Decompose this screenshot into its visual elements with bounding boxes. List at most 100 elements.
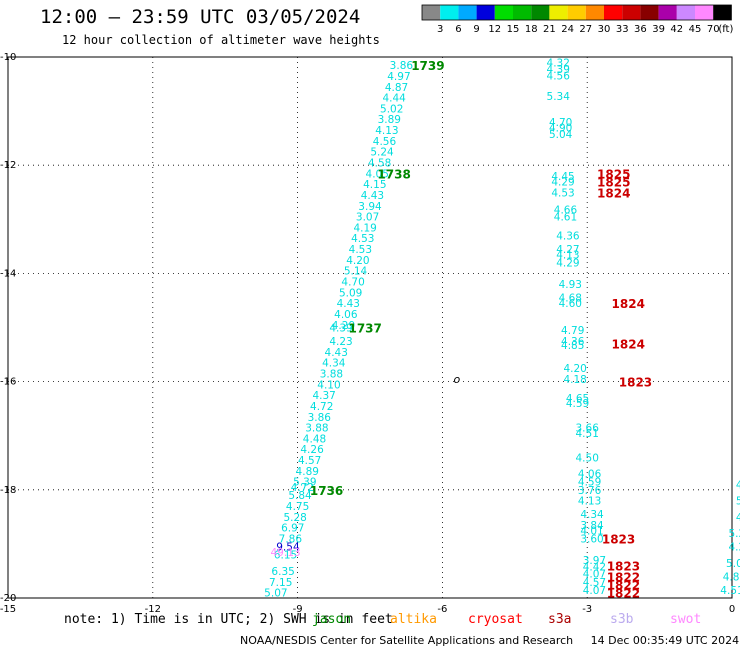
- wave-height-label: 4.51: [720, 585, 740, 597]
- wave-height-label: 5.04: [549, 129, 573, 141]
- lon-tick-label: -9: [293, 604, 303, 615]
- legend-swatch: [676, 5, 695, 20]
- wave-height-label: 4.05: [366, 168, 389, 180]
- wave-height-label: 4.72: [310, 401, 333, 413]
- wave-height-label: 3.89: [378, 114, 401, 126]
- lat-tick-label: -14: [0, 268, 16, 279]
- legend-swatch: [531, 5, 550, 20]
- wave-height-label: 5.84: [288, 490, 312, 502]
- wave-height-label: 4.18: [563, 374, 586, 386]
- satellite-legend-item: jason: [312, 612, 352, 627]
- wave-height-label: 4.75: [286, 501, 309, 513]
- legend-tick-label: 12: [488, 24, 501, 35]
- wave-height-label: 4.29: [551, 176, 574, 188]
- wave-height-label: 5: [736, 496, 740, 508]
- legend-swatch: [549, 5, 568, 20]
- legend-swatch: [713, 5, 732, 20]
- legend-swatch: [567, 5, 586, 20]
- wave-height-label: 4.29: [332, 320, 355, 332]
- legend-tick-label: 3: [437, 24, 443, 35]
- satellite-legend-item: s3b: [610, 612, 634, 627]
- wave-height-label: 3.88: [320, 368, 343, 380]
- pass-time-label: 1824: [612, 338, 645, 352]
- wave-height-label: 4.97: [387, 71, 410, 83]
- legend-swatch: [622, 5, 641, 20]
- wave-height-label: 4.07: [583, 569, 606, 581]
- lon-tick-label: -12: [145, 604, 161, 615]
- wave-height-label: 3.76: [578, 485, 602, 497]
- wave-height-label: 4.53: [351, 233, 374, 245]
- legend-tick-label: 39: [652, 24, 665, 35]
- wave-height-label: 4.89: [296, 466, 319, 478]
- wave-height-label: 4.87: [385, 82, 408, 94]
- legend-tick-label: 42: [670, 24, 683, 35]
- lat-tick-label: -20: [0, 593, 16, 604]
- wave-height-label: 6.35: [271, 566, 294, 578]
- lat-tick-label: -12: [0, 160, 16, 171]
- legend-swatch: [640, 5, 659, 20]
- wave-height-label: 4.27: [556, 244, 579, 256]
- legend-tick-label: 45: [689, 24, 702, 35]
- legend-frame: [421, 4, 732, 21]
- legend-tick-label: 15: [507, 24, 520, 35]
- wave-height-label: 4.13: [556, 249, 579, 261]
- wave-height-label: 4.85: [561, 340, 584, 352]
- wave-height-label: 4.06: [578, 469, 602, 481]
- island-marker: o: [454, 373, 461, 386]
- wave-height-label: 4.53: [349, 244, 372, 256]
- credit-line: NOAA/NESDIS Center for Satellite Applica…: [240, 634, 739, 647]
- pass-time-label: 1823: [619, 376, 652, 390]
- satellite-legend-item: swot: [670, 612, 702, 627]
- legend-tick-label: 27: [579, 24, 592, 35]
- legend-swatch: [440, 5, 459, 20]
- pass-time-label: 1823: [607, 560, 640, 574]
- wave-height-label: 4.43: [361, 190, 384, 202]
- wave-height-label: 4.2: [728, 542, 740, 554]
- wave-height-label: 5.34: [547, 91, 571, 103]
- legend-swatch: [494, 5, 513, 20]
- wave-height-label: 4.19: [353, 222, 376, 234]
- wave-height-label: 4.15: [363, 179, 386, 191]
- wave-height-label: 5.24: [370, 147, 394, 159]
- legend-tick-label: 70: [707, 24, 720, 35]
- pass-time-label: 1824: [597, 186, 630, 200]
- wave-height-label: 4.72: [291, 482, 314, 494]
- legend-swatch: [585, 5, 604, 20]
- wave-height-label: 9.54: [276, 542, 300, 554]
- wave-height-label: 4.36: [556, 231, 580, 243]
- wave-height-label: 5.28: [283, 512, 306, 524]
- wave-height-label: 4.36: [561, 336, 585, 348]
- page-subtitle: 12 hour collection of altimeter wave hei…: [62, 33, 380, 47]
- wave-height-label: 5.14: [344, 266, 368, 278]
- wave-height-label: 4.10: [317, 379, 340, 391]
- wave-height-label: 7.86: [279, 533, 303, 545]
- wave-height-label: 4.50: [576, 452, 599, 464]
- wave-height-label: 5.39: [293, 477, 316, 489]
- wave-height-label: 5.2: [728, 528, 740, 540]
- legend-tick-label: 21: [543, 24, 556, 35]
- lon-tick-label: -15: [0, 604, 16, 615]
- pass-time-label: 1822: [607, 578, 640, 592]
- wave-height-label: 4.44: [382, 93, 406, 105]
- wave-height-label: 4.39: [329, 323, 352, 335]
- wave-height-label: 49.13: [271, 547, 301, 559]
- wave-height-label: 3.86: [308, 412, 332, 424]
- wave-height-label: 4.58: [368, 157, 391, 169]
- wave-height-label: 3.97: [583, 555, 606, 567]
- wave-height-label: 4.01: [580, 525, 603, 537]
- wave-height-label: 3.07: [356, 212, 379, 224]
- wave-height-label: 3.94: [358, 201, 382, 213]
- wave-height-label: 5.09: [339, 287, 362, 299]
- wave-height-label: 4.43: [337, 298, 360, 310]
- legend-unit: (ft): [718, 24, 733, 35]
- pass-time-label: 1822: [607, 587, 640, 601]
- wave-height-label: 4.79: [561, 325, 584, 337]
- wave-height-label: 5.02: [380, 103, 403, 115]
- pass-time-label: 1739: [411, 59, 444, 73]
- wave-height-label: 4.34: [580, 509, 604, 521]
- wave-height-label: 4.66: [554, 205, 578, 217]
- wave-height-label: 4.61: [554, 212, 577, 224]
- lat-tick-label: -10: [0, 52, 16, 63]
- wave-height-label: 4.45: [551, 171, 574, 183]
